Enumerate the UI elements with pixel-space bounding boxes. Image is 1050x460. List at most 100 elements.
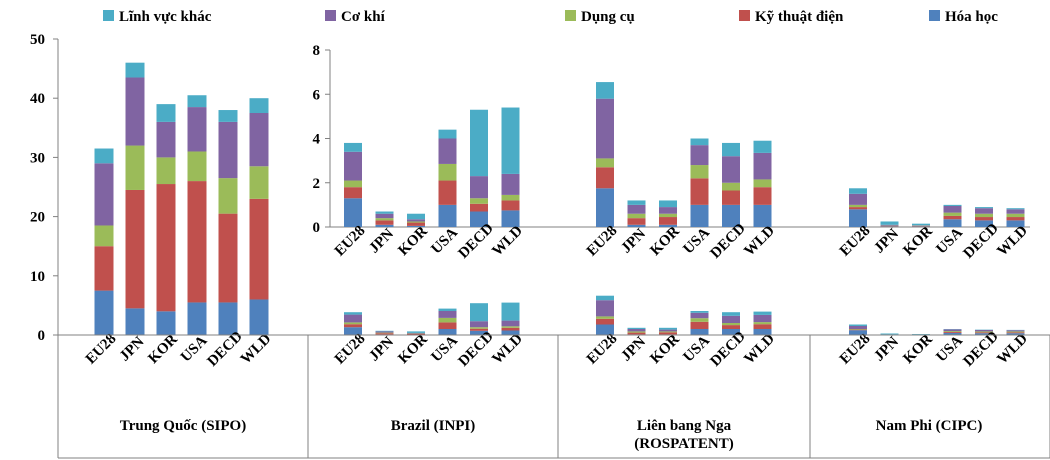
bar-segment xyxy=(722,315,740,323)
category-label: KOR xyxy=(900,331,936,367)
bar-segment xyxy=(125,145,145,190)
bar-segment xyxy=(375,331,394,333)
bar-segment xyxy=(375,211,394,214)
category-label: EU28 xyxy=(837,331,874,368)
bar-segment xyxy=(156,311,176,335)
bar-segment xyxy=(1006,330,1025,332)
bar-segment xyxy=(375,330,394,332)
bar-segment xyxy=(156,184,176,312)
bar-segment xyxy=(659,331,677,333)
bar-segment xyxy=(753,314,772,323)
bar-segment xyxy=(1006,333,1025,335)
bar-segment xyxy=(501,302,520,321)
bar-segment xyxy=(94,148,114,164)
bar-segment xyxy=(94,246,114,291)
bar-segment xyxy=(1006,331,1025,333)
bar-segment xyxy=(470,327,488,329)
bar-segment xyxy=(690,321,709,329)
inset-y-tick-label: 8 xyxy=(313,43,321,59)
category-label: JPN xyxy=(117,334,148,365)
main-y-tick-label: 30 xyxy=(30,150,45,166)
category-label: EU28 xyxy=(332,223,369,260)
bar-segment xyxy=(218,302,238,335)
legend-label: Dụng cụ xyxy=(581,9,635,25)
bar-segment xyxy=(438,163,457,181)
bar-segment xyxy=(943,332,962,335)
bar-segment xyxy=(156,104,176,122)
bar-segment xyxy=(943,212,962,216)
bar-segment xyxy=(753,204,772,227)
office-label: Liên bang Nga xyxy=(637,418,732,434)
bar-segment xyxy=(722,142,740,157)
bar-segment xyxy=(753,187,772,205)
bar-segment xyxy=(690,329,709,335)
bar-segment xyxy=(249,198,269,300)
bar-segment xyxy=(407,213,425,220)
category-label: WLD xyxy=(741,331,778,368)
bar-segment xyxy=(627,204,646,214)
bar-segment xyxy=(187,95,207,108)
bar-segment xyxy=(849,330,867,335)
bar-segment xyxy=(1006,332,1025,334)
bar-segment xyxy=(627,200,646,205)
bar-segment xyxy=(94,163,114,226)
category-label: WLD xyxy=(238,331,275,368)
bar-segment xyxy=(849,188,867,194)
bar-segment xyxy=(470,330,488,335)
bar-segment xyxy=(94,290,114,335)
bar-segment xyxy=(1006,213,1025,218)
bar-segment xyxy=(501,194,520,201)
bar-segment xyxy=(596,295,614,301)
bar-segment xyxy=(659,329,677,332)
bar-segment xyxy=(187,181,207,303)
bar-segment xyxy=(753,322,772,325)
bar-segment xyxy=(943,204,962,206)
bar-segment xyxy=(753,329,772,335)
bar-segment xyxy=(722,323,740,326)
bar-segment xyxy=(849,209,867,227)
category-label: WLD xyxy=(489,223,526,260)
bar-segment xyxy=(344,151,362,181)
bar-segment xyxy=(125,62,145,78)
bar-segment xyxy=(501,107,520,174)
main-y-tick-label: 50 xyxy=(30,32,45,48)
bar-segment xyxy=(880,221,899,225)
bar-segment xyxy=(849,324,867,326)
bar-segment xyxy=(470,176,488,199)
bar-segment xyxy=(470,321,488,328)
bar-segment xyxy=(975,213,993,218)
inset-y-tick-label: 2 xyxy=(313,176,321,192)
category-label: JPN xyxy=(618,226,649,257)
bar-segment xyxy=(438,129,457,139)
bar-segment xyxy=(753,179,772,188)
bar-segment xyxy=(596,82,614,99)
category-label: WLD xyxy=(994,331,1031,368)
bar-segment xyxy=(753,311,772,315)
bar-segment xyxy=(690,318,709,322)
bar-segment xyxy=(659,213,677,218)
bar-segment xyxy=(722,204,740,227)
main-y-tick-label: 10 xyxy=(30,269,45,285)
bar-segment xyxy=(501,326,520,328)
bar-segment xyxy=(690,204,709,227)
bar-segment xyxy=(880,224,899,226)
main-y-tick-label: 20 xyxy=(30,210,45,226)
bar-segment xyxy=(94,225,114,247)
bar-segment xyxy=(1006,217,1025,221)
bar-segment xyxy=(344,312,362,315)
bar-segment xyxy=(690,178,709,205)
category-label: KOR xyxy=(145,331,181,367)
bar-segment xyxy=(722,312,740,316)
bar-segment xyxy=(596,158,614,168)
legend-label: Hóa học xyxy=(945,9,998,25)
bar-segment xyxy=(470,328,488,331)
bar-segment xyxy=(249,98,269,113)
bar-segment xyxy=(659,327,677,330)
legend-swatch xyxy=(565,10,576,21)
office-label: Brazil (INPI) xyxy=(391,418,476,434)
bar-segment xyxy=(659,332,677,335)
inset-y-tick-label: 0 xyxy=(313,220,321,236)
bar-segment xyxy=(627,218,646,225)
bar-segment xyxy=(501,200,520,211)
